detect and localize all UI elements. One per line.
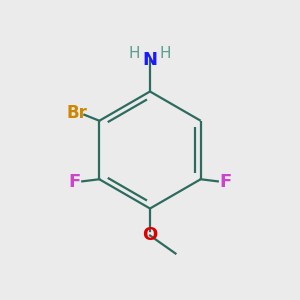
Text: F: F	[69, 173, 81, 191]
Text: Br: Br	[66, 104, 87, 122]
Text: H: H	[129, 46, 140, 61]
Text: O: O	[142, 226, 158, 244]
Text: N: N	[142, 51, 158, 69]
Text: F: F	[219, 173, 231, 191]
Text: H: H	[160, 46, 171, 61]
